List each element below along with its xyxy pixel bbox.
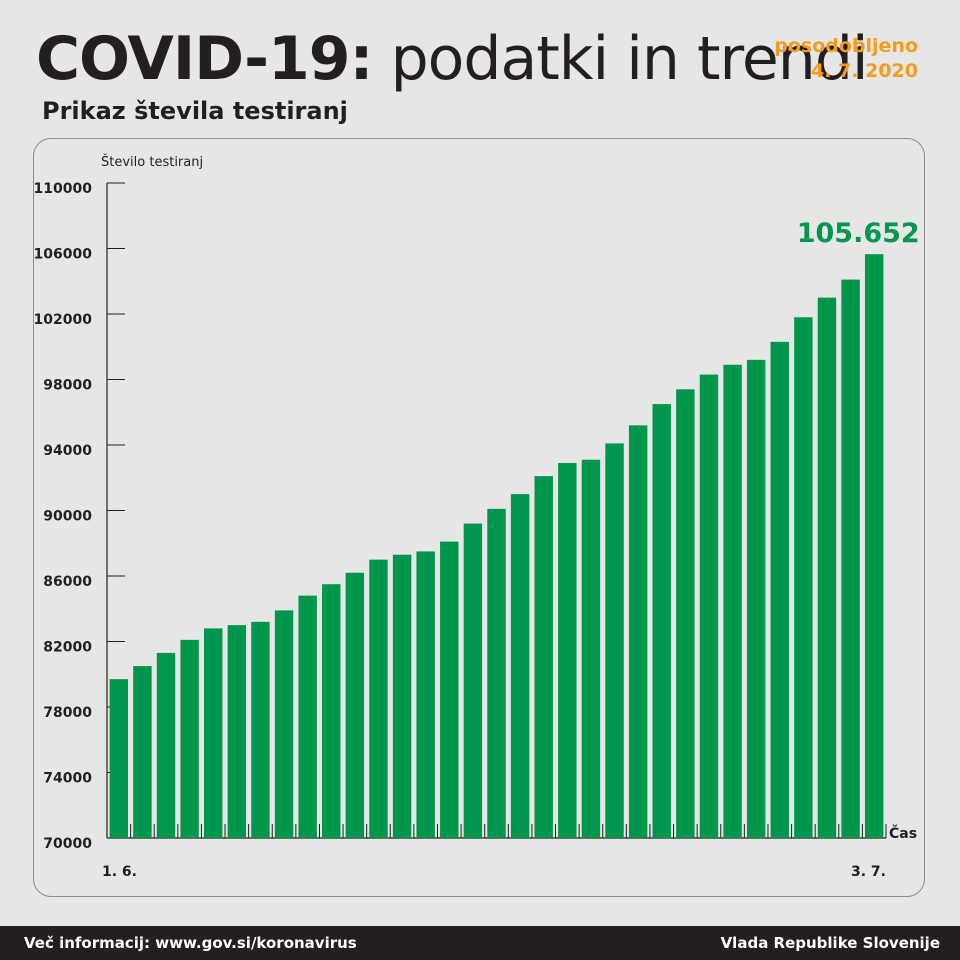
y-tick-label: 82000 <box>43 640 92 656</box>
chart-subtitle: Prikaz števila testiranj <box>42 97 348 125</box>
y-tick-label: 110000 <box>34 181 93 197</box>
x-start-label: 1. 6. <box>102 864 137 880</box>
bar <box>864 254 884 839</box>
y-tick-label: 94000 <box>43 443 92 459</box>
bar <box>605 443 624 838</box>
bar <box>581 459 601 838</box>
footer-bar: Več informacij: www.gov.si/koronavirus V… <box>0 926 960 960</box>
bar <box>416 551 435 838</box>
bar <box>794 317 813 838</box>
x-end-label: 3. 7. <box>851 864 886 880</box>
bar <box>298 595 317 838</box>
bar <box>133 666 152 838</box>
bar <box>817 297 837 838</box>
bar <box>345 572 365 838</box>
y-tick-label: 98000 <box>43 378 92 394</box>
bar <box>841 279 860 838</box>
updated-stamp: posodobljeno 4. 7. 2020 <box>774 34 918 84</box>
last-value-label: 105.652 <box>797 218 920 249</box>
bar <box>746 359 766 838</box>
page-title: COVID-19: podatki in trendi <box>36 24 869 94</box>
bar <box>204 628 223 838</box>
bar <box>251 621 270 838</box>
title-bold: COVID-19: <box>36 24 373 94</box>
bar <box>392 554 412 838</box>
bar <box>322 584 341 838</box>
y-tick-label: 102000 <box>34 312 93 328</box>
footer-government: Vlada Republike Slovenije <box>720 934 940 952</box>
x-axis-label: Čas <box>889 824 917 842</box>
y-tick-label: 78000 <box>43 705 92 721</box>
bar <box>440 541 459 838</box>
bar <box>180 639 199 838</box>
bar <box>109 679 129 838</box>
bar <box>723 364 742 838</box>
y-tick-label: 70000 <box>43 836 92 852</box>
bar <box>534 476 553 838</box>
bar <box>510 494 530 838</box>
y-tick-label: 86000 <box>43 574 92 590</box>
y-tick-label: 74000 <box>43 771 92 787</box>
bar <box>369 559 388 838</box>
bar <box>628 425 648 838</box>
updated-label: posodobljeno <box>774 35 918 57</box>
bar <box>676 389 695 838</box>
bar <box>699 374 719 838</box>
y-tick-label: 90000 <box>43 509 92 525</box>
bar <box>227 625 247 838</box>
bar <box>274 610 294 838</box>
updated-date: 4. 7. 2020 <box>811 60 918 82</box>
title-light: podatki in trendi <box>390 24 869 94</box>
y-tick-label: 106000 <box>34 247 93 263</box>
footer-info-link[interactable]: Več informacij: www.gov.si/koronavirus <box>24 934 357 952</box>
y-axis-label: Število testiranj <box>101 154 203 170</box>
bar <box>770 341 789 838</box>
bar <box>487 508 506 838</box>
bar <box>558 463 577 838</box>
bar <box>652 404 671 838</box>
bar <box>156 652 176 838</box>
bar <box>463 523 483 838</box>
